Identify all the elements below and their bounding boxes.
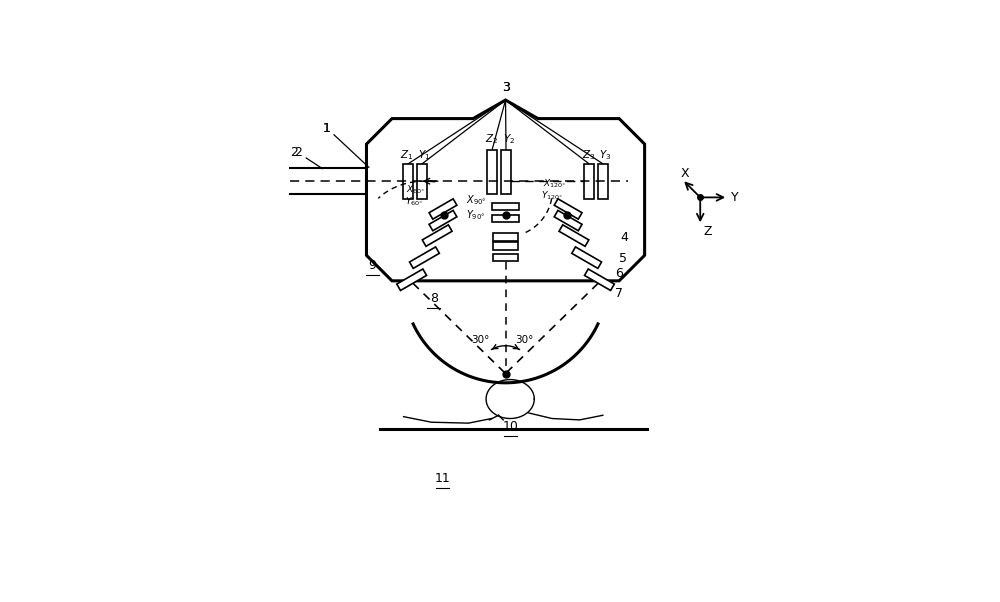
Bar <box>403 164 413 199</box>
Polygon shape <box>366 100 645 281</box>
Bar <box>492 214 519 222</box>
Text: 2: 2 <box>294 146 302 159</box>
Text: Z: Z <box>703 225 712 238</box>
Text: $Y_{120°}$: $Y_{120°}$ <box>541 190 563 202</box>
Text: 3: 3 <box>502 81 509 94</box>
Text: 1: 1 <box>322 122 330 135</box>
Text: $Z_1$: $Z_1$ <box>400 148 413 162</box>
Bar <box>585 269 614 291</box>
Text: 30°: 30° <box>515 335 533 346</box>
Text: $Y_{60°}$: $Y_{60°}$ <box>405 196 423 208</box>
Text: $Y_1$: $Y_1$ <box>418 148 431 162</box>
Text: 10: 10 <box>502 420 518 433</box>
Text: $Y_{90°}$: $Y_{90°}$ <box>466 208 485 222</box>
Text: 1: 1 <box>322 122 330 135</box>
Bar <box>410 247 439 268</box>
Text: 30°: 30° <box>471 335 489 346</box>
Text: 11: 11 <box>435 473 451 485</box>
Text: Y: Y <box>731 191 738 204</box>
Text: $X_{120°}$: $X_{120°}$ <box>543 178 566 190</box>
Text: $Y_2$: $Y_2$ <box>503 132 515 146</box>
Bar <box>487 150 497 194</box>
Text: X: X <box>680 167 689 180</box>
Text: 3: 3 <box>502 81 509 94</box>
Bar <box>559 225 589 246</box>
Text: $X_{60°}$: $X_{60°}$ <box>406 184 425 196</box>
Text: $X_{90°}$: $X_{90°}$ <box>466 193 487 206</box>
Bar <box>397 269 427 291</box>
Bar <box>492 203 519 210</box>
Bar <box>493 233 518 241</box>
Text: 6: 6 <box>615 267 623 280</box>
Text: $Z_2$: $Z_2$ <box>485 132 498 146</box>
Text: 2: 2 <box>290 146 298 159</box>
Bar <box>417 164 427 199</box>
Bar <box>429 199 457 219</box>
Bar <box>584 164 594 199</box>
Text: $Z_3$: $Z_3$ <box>582 148 595 162</box>
Bar <box>554 211 582 231</box>
Bar <box>493 254 518 261</box>
Text: 5: 5 <box>619 252 627 265</box>
Text: 4: 4 <box>621 231 629 243</box>
Bar <box>501 150 511 194</box>
Text: 9: 9 <box>369 259 376 272</box>
Text: $Y_3$: $Y_3$ <box>599 148 611 162</box>
Bar <box>422 225 452 246</box>
Bar <box>493 243 518 250</box>
Text: 8: 8 <box>430 292 438 305</box>
Bar <box>554 199 582 219</box>
Text: 7: 7 <box>615 287 623 300</box>
Bar <box>572 247 602 268</box>
Bar <box>429 211 457 231</box>
Bar <box>598 164 608 199</box>
